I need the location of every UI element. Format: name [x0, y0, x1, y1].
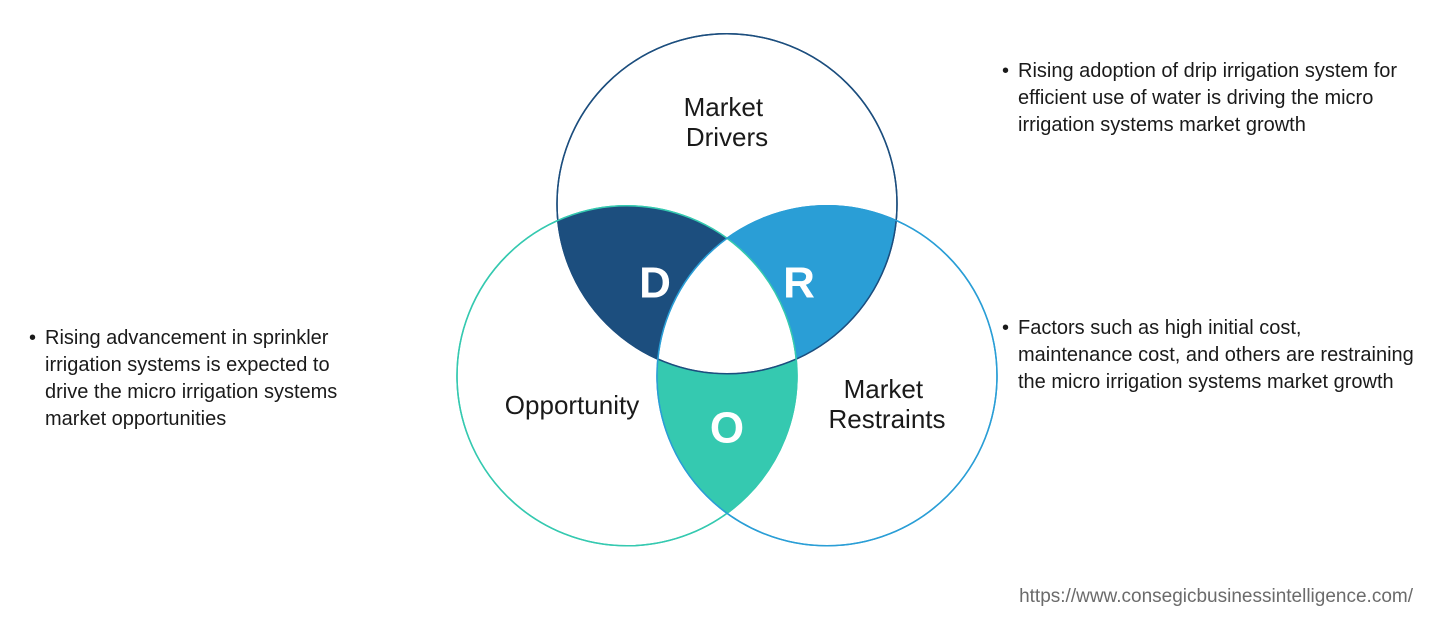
venn-diagram: D R O Market Drivers Opportunity Market … [417, 25, 1037, 585]
source-url: https://www.consegicbusinessintelligence… [1019, 586, 1413, 608]
bullet-opportunity: Rising advancement in sprinkler irrigati… [45, 325, 355, 433]
bullet-drivers: Rising adoption of drip irrigation syste… [1018, 58, 1418, 139]
letter-d: D [639, 258, 671, 307]
letter-o: O [709, 403, 743, 452]
label-opportunity: Opportunity [504, 389, 638, 419]
diagram-container: D R O Market Drivers Opportunity Market … [0, 0, 1453, 633]
label-restraints: Market Restraints [828, 373, 945, 433]
label-drivers: Market Drivers [683, 91, 770, 151]
venn-svg: D R O Market Drivers Opportunity Market … [417, 25, 1037, 585]
bullet-restraints: Factors such as high initial cost, maint… [1018, 315, 1418, 396]
letter-r: R [783, 258, 815, 307]
